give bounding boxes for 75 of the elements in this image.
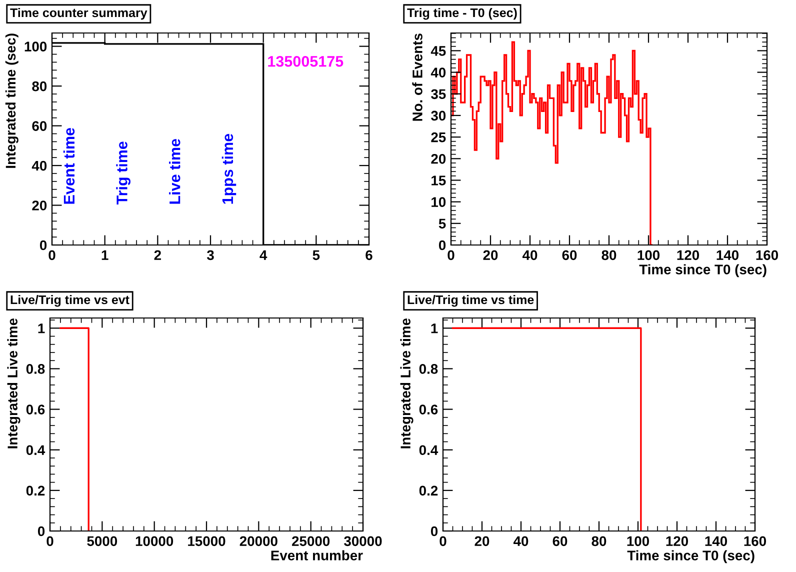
x-tick-label: 6 <box>366 250 372 260</box>
y-tick-label: 5 <box>438 218 446 229</box>
y-tick-label: 45 <box>430 46 446 56</box>
x-tick-label: 40 <box>522 250 538 260</box>
y-tick-label: 0 <box>40 240 47 250</box>
y-tick-label: 10 <box>432 197 446 207</box>
y-tick-label: 20 <box>431 154 446 164</box>
y-axis-title: Integrated time (sec) <box>5 34 18 168</box>
x-axis-title: Time since T0 (sec) <box>639 264 766 278</box>
x-tick-label: 100 <box>638 250 660 260</box>
annotation: Event time <box>63 128 75 204</box>
chart-title: Live/Trig time vs evt <box>10 295 130 307</box>
annotation: Live time <box>169 139 180 204</box>
y-tick-label: 100 <box>24 42 47 52</box>
y-tick-label: 0.4 <box>26 445 46 456</box>
y-tick-label: 0.2 <box>419 486 438 496</box>
y-tick-label: 40 <box>430 68 446 78</box>
x-tick-label: 40 <box>513 536 528 546</box>
x-tick-label: 25000 <box>292 536 330 546</box>
y-tick-label: 60 <box>32 121 47 131</box>
x-tick-label: 160 <box>744 536 766 546</box>
chart-title: Time counter summary <box>10 8 148 20</box>
x-tick-label: 20 <box>483 250 498 260</box>
y-tick-label: 0 <box>38 526 45 536</box>
x-tick-label: 5000 <box>87 536 118 546</box>
x-tick-label: 0 <box>46 536 54 546</box>
x-tick-label: 0 <box>48 250 56 260</box>
y-tick-label: 0 <box>438 240 446 250</box>
y-axis-title: No. of Events <box>412 34 422 121</box>
annotation: 1pps time <box>222 134 236 204</box>
x-tick-label: 4 <box>260 250 268 260</box>
x-tick-label: 1 <box>102 250 108 260</box>
x-tick-label: 15000 <box>188 536 226 546</box>
x-tick-label: 2 <box>154 250 161 260</box>
x-tick-label: 0 <box>448 250 454 260</box>
x-tick-label: 100 <box>627 536 650 546</box>
x-tick-label: 140 <box>705 536 728 546</box>
x-tick-label: 60 <box>562 250 577 260</box>
y-tick-label: 0.6 <box>419 404 438 414</box>
y-axis-title: Integrated Live time <box>400 318 414 448</box>
y-tick-label: 0.8 <box>26 364 45 374</box>
x-axis-title: Time since T0 (sec) <box>627 550 754 564</box>
y-axis-title: Integrated Live time <box>7 318 20 448</box>
x-tick-label: 120 <box>666 536 688 546</box>
x-tick-label: 140 <box>716 250 739 260</box>
chart-title: Trig time - T0 (sec) <box>407 8 517 20</box>
y-tick-label: 0 <box>430 526 438 536</box>
x-tick-label: 30000 <box>344 536 382 546</box>
x-tick-label: 20000 <box>240 536 278 546</box>
y-tick-label: 0.2 <box>26 486 45 496</box>
y-tick-label: 25 <box>431 132 446 142</box>
y-tick-label: 15 <box>432 176 446 186</box>
y-tick-label: 20 <box>32 200 47 210</box>
y-tick-label: 0.8 <box>419 364 438 374</box>
y-tick-label: 35 <box>431 89 446 100</box>
x-tick-label: 80 <box>602 250 616 260</box>
x-tick-label: 60 <box>552 536 568 546</box>
y-tick-label: 0.6 <box>26 404 45 414</box>
x-tick-label: 5 <box>312 250 320 260</box>
x-tick-label: 160 <box>756 250 778 260</box>
annotation: 135005175 <box>268 56 344 67</box>
annotation: Trig time <box>116 142 130 205</box>
x-axis-title: Event number <box>271 550 363 560</box>
chart-title: Live/Trig time vs time <box>408 295 534 307</box>
y-tick-label: 80 <box>32 81 47 92</box>
y-tick-label: 1 <box>431 324 438 334</box>
y-tick-label: 40 <box>32 160 47 171</box>
x-tick-label: 80 <box>592 536 606 546</box>
x-tick-label: 10000 <box>136 536 174 546</box>
y-tick-label: 30 <box>431 110 446 121</box>
x-tick-label: 3 <box>206 250 214 260</box>
x-tick-label: 20 <box>474 536 490 546</box>
y-tick-label: 1 <box>38 324 45 334</box>
y-tick-label: 0.4 <box>419 445 438 456</box>
x-tick-label: 120 <box>677 250 700 260</box>
